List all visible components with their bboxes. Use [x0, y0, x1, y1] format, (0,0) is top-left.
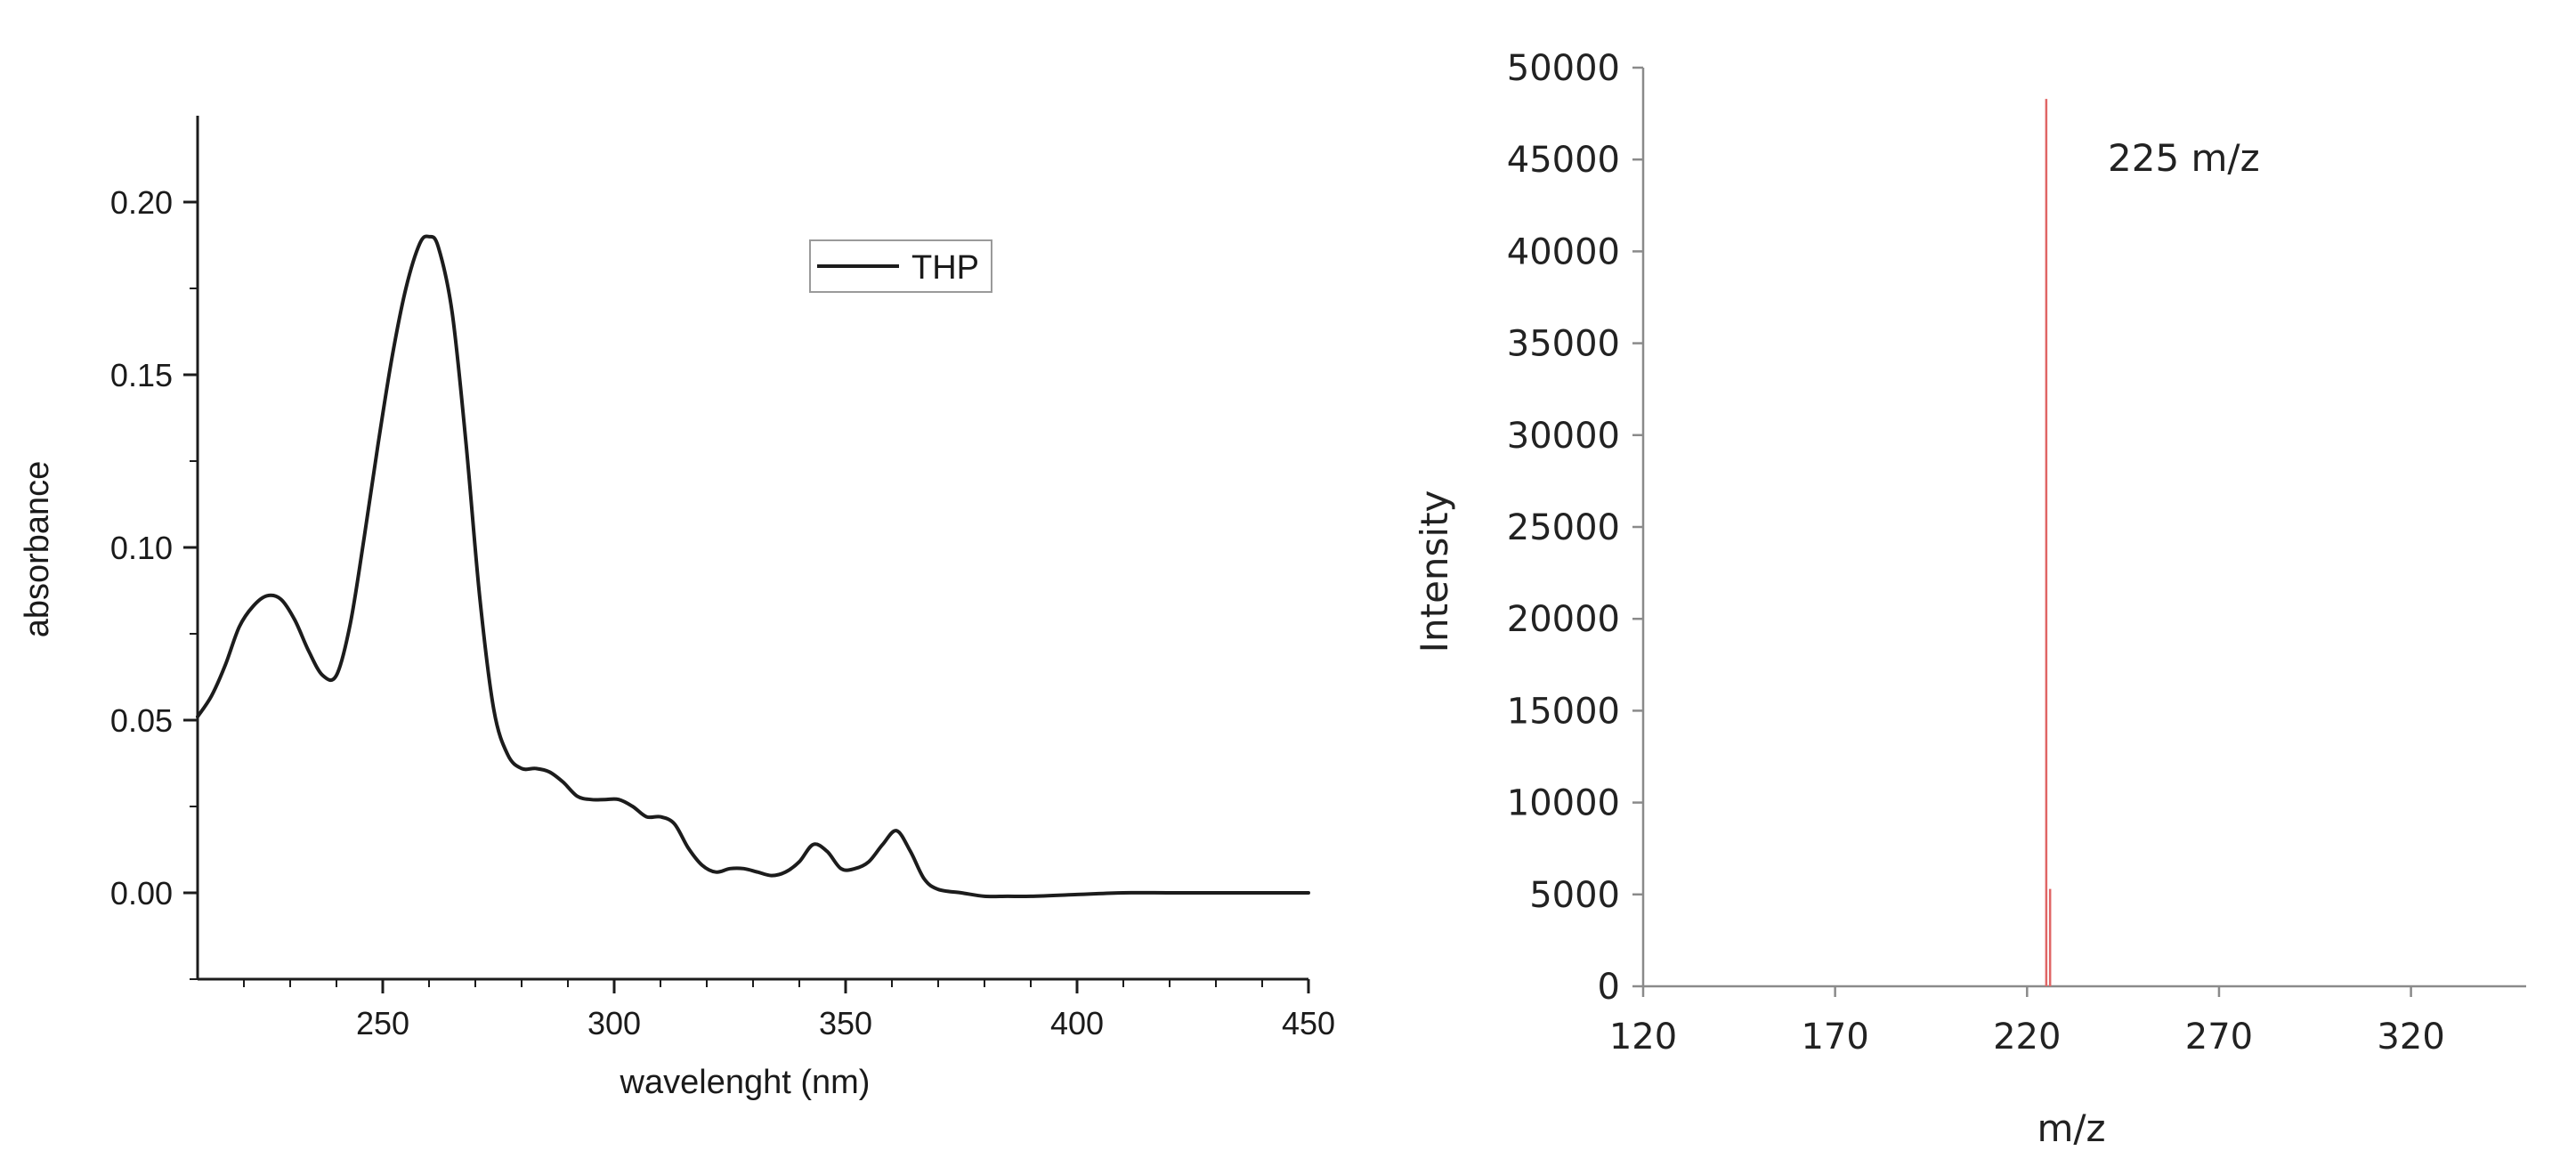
uv-y-axis-label: absorbance [19, 461, 56, 638]
uv-y-tick-label: 0.20 [110, 184, 173, 221]
ms-y-tick-label: 30000 [1507, 416, 1620, 457]
uv-legend: THP [809, 239, 992, 293]
uv-x-tick-label: 300 [587, 1005, 641, 1041]
ms-y-tick-label: 25000 [1507, 507, 1620, 548]
ms-y-tick-label: 20000 [1507, 599, 1620, 640]
uv-x-tick-label: 250 [356, 1005, 409, 1041]
uv-legend-label: THP [911, 249, 979, 287]
uv-series-line-thp [196, 234, 1310, 899]
ms-x-tick-label: 270 [2185, 1017, 2253, 1058]
uv-y-tick-label: 0.05 [110, 702, 173, 739]
ms-y-tick-label: 0 [1598, 967, 1620, 1008]
uv-y-tick-label: 0.15 [110, 357, 173, 393]
uv-x-tick-label: 350 [819, 1005, 872, 1041]
ms-y-tick-label: 40000 [1507, 231, 1620, 272]
ms-y-tick-label: 5000 [1529, 875, 1620, 916]
ms-y-tick-label: 50000 [1507, 48, 1620, 89]
ms-x-tick-label: 320 [2377, 1017, 2444, 1058]
mass-spectrum-chart: 120 170 220 270 320 0 5000 10000 15000 20000 25000… [1413, 48, 2526, 1150]
ms-ticks [1632, 66, 2412, 997]
ms-x-axis-label: m/z [2037, 1106, 2105, 1150]
uv-y-tick-label: 0.00 [110, 875, 173, 912]
ms-x-tick-label: 220 [1993, 1017, 2061, 1058]
ms-y-tick-label: 45000 [1507, 140, 1620, 181]
ms-peak-annotation: 225 m/z [2108, 136, 2260, 180]
ms-x-tick-label: 120 [1609, 1017, 1677, 1058]
ms-y-tick-label: 35000 [1507, 324, 1620, 365]
uv-tick-labels: 250 300 350 400 450 0.00 0.05 0.10 0.15 0.20 [110, 184, 1335, 1041]
ms-axes [1641, 68, 2526, 988]
uv-x-tick-label: 400 [1050, 1005, 1104, 1041]
ms-y-tick-label: 10000 [1507, 783, 1620, 824]
ms-peaks [2045, 99, 2052, 986]
uv-y-tick-label: 0.10 [110, 530, 173, 566]
uv-absorbance-chart: 250 300 350 400 450 0.00 0.05 0.10 0.15 0.20 wave… [19, 116, 1335, 1101]
ms-y-tick-label: 15000 [1507, 691, 1620, 732]
ms-y-axis-label: Intensity [1413, 490, 1456, 653]
uv-x-axis-label: wavelenght (nm) [620, 1064, 871, 1101]
ms-tick-labels: 120 170 220 270 320 0 5000 10000 15000 20000 25000… [1507, 48, 2445, 1058]
uv-ticks [183, 200, 1310, 993]
uv-x-tick-label: 450 [1282, 1005, 1335, 1041]
ms-x-tick-label: 170 [1801, 1017, 1868, 1058]
